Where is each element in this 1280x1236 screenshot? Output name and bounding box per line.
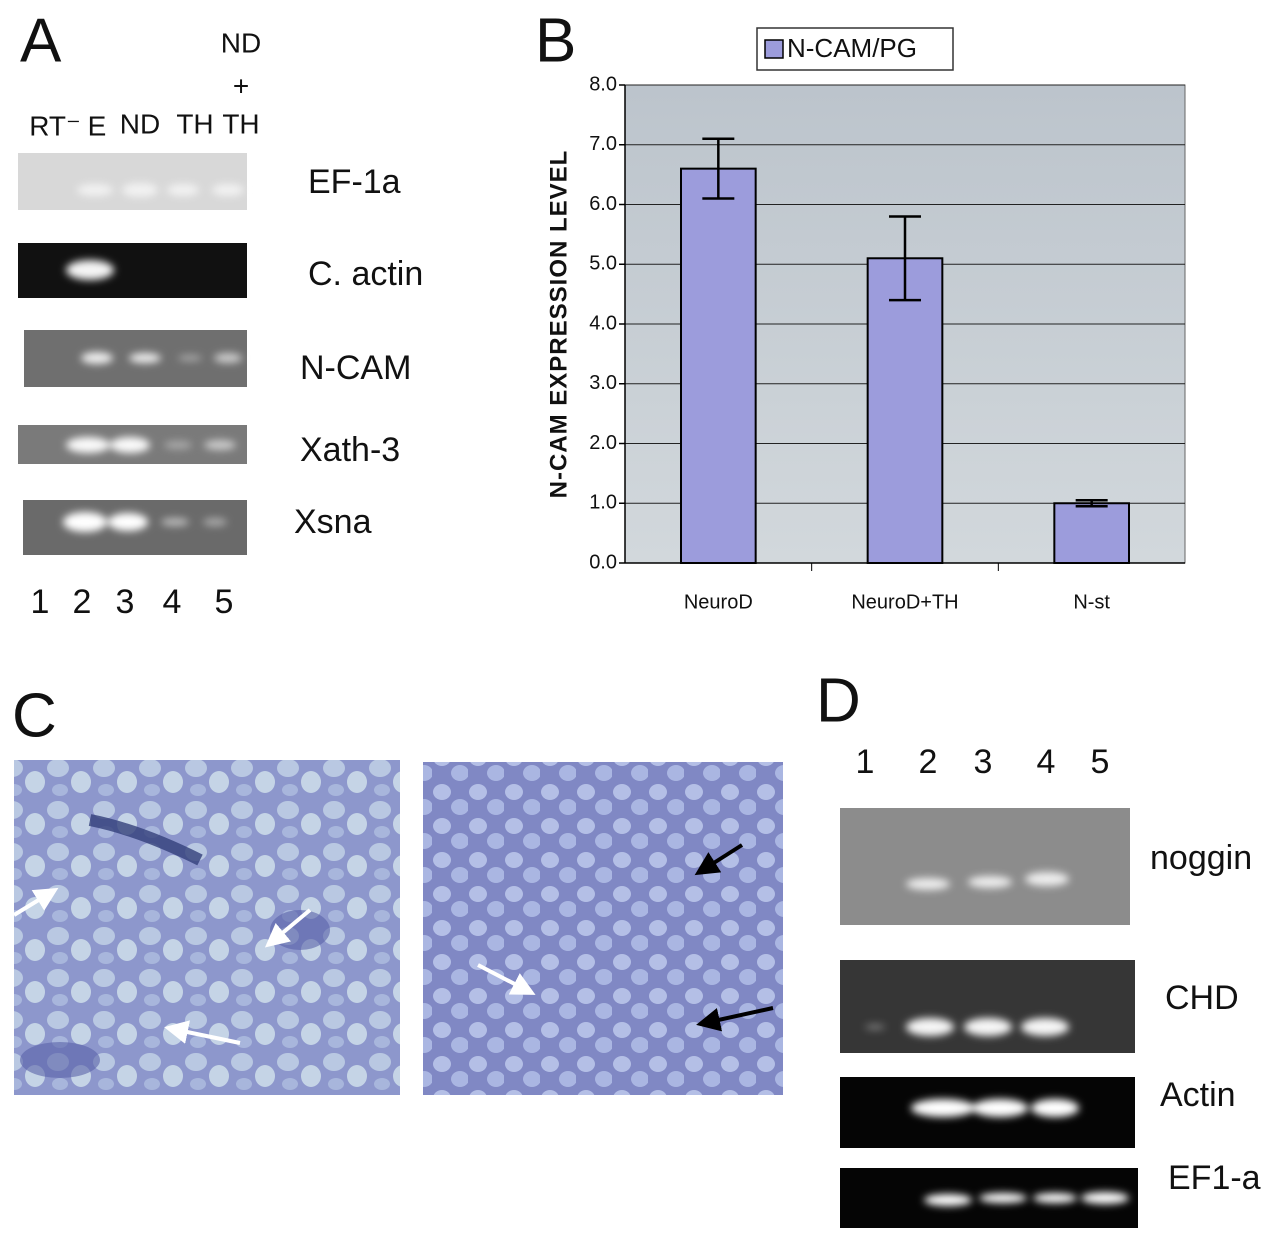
panel-letter: A <box>20 6 62 75</box>
gel-label: Xsna <box>294 503 372 541</box>
x-tick-label: NeuroD <box>684 591 753 613</box>
lane-number: 2 <box>73 583 92 621</box>
column-header: ND <box>221 27 261 58</box>
gel-label: EF-1a <box>308 163 401 201</box>
gel-label: noggin <box>1150 839 1252 877</box>
lane-number: 3 <box>116 583 135 621</box>
x-tick-label: NeuroD+TH <box>851 591 958 613</box>
gel <box>18 153 247 210</box>
y-tick-label: 5.0 <box>589 253 617 275</box>
y-tick-label: 3.0 <box>589 372 617 394</box>
gel <box>840 808 1130 925</box>
x-tick-label: N-st <box>1073 591 1110 613</box>
bar-chart: 0.0 1.0 2.0 3.0 4.0 5.0 6.0 7.0 8.0 N-CAM EXPRESS… <box>545 27 1186 613</box>
lane-number: 1 <box>856 743 875 781</box>
column-header: E <box>88 110 107 141</box>
panel-letter: C <box>12 681 57 750</box>
gel-label: C. actin <box>308 255 423 293</box>
lane-number: 5 <box>1091 743 1110 781</box>
legend-swatch <box>764 39 784 59</box>
error-bar <box>889 215 921 302</box>
lane-number: 1 <box>31 583 50 621</box>
lane-number: 4 <box>163 583 182 621</box>
y-tick-label: 2.0 <box>589 432 617 454</box>
error-bar <box>1075 499 1108 508</box>
gel-label: N-CAM <box>300 349 411 387</box>
column-header: RT⁻ <box>29 110 81 141</box>
column-header: + <box>233 70 249 101</box>
lane-number: 5 <box>215 583 234 621</box>
gel-label: CHD <box>1165 979 1239 1017</box>
column-header: TH <box>222 108 259 139</box>
y-tick-label: 1.0 <box>589 492 617 514</box>
column-header: TH <box>176 108 213 139</box>
gel-label: EF1-a <box>1168 1159 1261 1197</box>
gel-label: Actin <box>1160 1076 1236 1114</box>
lane-number: 3 <box>974 743 993 781</box>
y-tick-label: 7.0 <box>589 133 617 155</box>
y-tick-label: 6.0 <box>589 193 617 215</box>
legend-box <box>756 27 954 71</box>
column-header: ND <box>120 108 160 139</box>
y-tick-label: 0.0 <box>589 551 617 573</box>
gel <box>23 500 247 555</box>
bar <box>1053 502 1131 564</box>
gel <box>840 1077 1135 1148</box>
panel-letter: D <box>816 666 861 735</box>
lane-number: 4 <box>1037 743 1056 781</box>
micrograph <box>12 760 400 1095</box>
bar <box>680 167 757 564</box>
lane-number: 2 <box>919 743 938 781</box>
y-axis-label: N-CAM EXPRESSION LEVEL <box>545 150 572 499</box>
panel-letter: B <box>535 6 576 75</box>
gel <box>840 1168 1138 1228</box>
gel-label: Xath-3 <box>300 431 400 469</box>
gel <box>18 243 247 298</box>
micrograph <box>423 762 783 1095</box>
y-tick-label: 4.0 <box>589 312 617 334</box>
error-bar <box>702 137 735 200</box>
bar <box>866 257 944 564</box>
gel <box>24 330 247 387</box>
gel <box>18 425 247 464</box>
legend-label: N-CAM/PG <box>787 33 917 63</box>
gel <box>840 960 1135 1053</box>
y-tick-label: 8.0 <box>589 73 617 95</box>
